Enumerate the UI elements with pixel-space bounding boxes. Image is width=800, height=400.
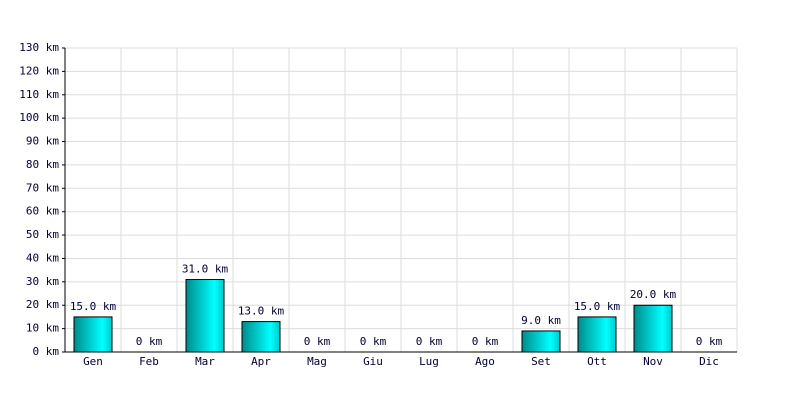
x-tick-label: Set — [531, 355, 551, 368]
y-tick-label: 30 km — [26, 275, 59, 288]
value-label: 13.0 km — [238, 305, 285, 318]
y-tick-label: 20 km — [26, 298, 59, 311]
value-label: 0 km — [696, 335, 723, 348]
y-tick-label: 120 km — [19, 64, 59, 77]
y-tick-label: 40 km — [26, 251, 59, 264]
y-tick-label: 0 km — [33, 345, 60, 358]
bar — [633, 304, 673, 353]
value-label: 15.0 km — [574, 300, 621, 313]
y-tick-label: 80 km — [26, 158, 59, 171]
bar — [241, 321, 281, 353]
value-label: 0 km — [472, 335, 499, 348]
bar — [185, 279, 225, 353]
x-tick-label: Feb — [139, 355, 159, 368]
y-tick-label: 90 km — [26, 135, 59, 148]
value-label: 20.0 km — [630, 288, 677, 301]
x-tick-label: Nov — [643, 355, 663, 368]
value-label: 15.0 km — [70, 300, 117, 313]
bar — [73, 316, 113, 353]
y-tick-label: 110 km — [19, 88, 59, 101]
y-tick-label: 50 km — [26, 228, 59, 241]
value-label: 9.0 km — [521, 314, 561, 327]
y-tick-label: 100 km — [19, 111, 59, 124]
value-label: 0 km — [416, 335, 443, 348]
x-tick-label: Mag — [307, 355, 327, 368]
x-tick-label: Dic — [699, 355, 719, 368]
y-tick-label: 70 km — [26, 181, 59, 194]
y-tick-label: 10 km — [26, 322, 59, 335]
x-tick-label: Ott — [587, 355, 607, 368]
x-tick-label: Lug — [419, 355, 439, 368]
value-label: 31.0 km — [182, 263, 229, 276]
bar — [577, 316, 617, 353]
x-tick-label: Mar — [195, 355, 215, 368]
value-label: 0 km — [360, 335, 387, 348]
x-tick-label: Gen — [83, 355, 103, 368]
y-tick-label: 130 km — [19, 41, 59, 54]
x-tick-label: Giu — [363, 355, 383, 368]
bar — [521, 330, 561, 353]
y-tick-label: 60 km — [26, 205, 59, 218]
x-tick-label: Apr — [251, 355, 271, 368]
value-label: 0 km — [304, 335, 331, 348]
value-label: 0 km — [136, 335, 163, 348]
x-tick-label: Ago — [475, 355, 495, 368]
